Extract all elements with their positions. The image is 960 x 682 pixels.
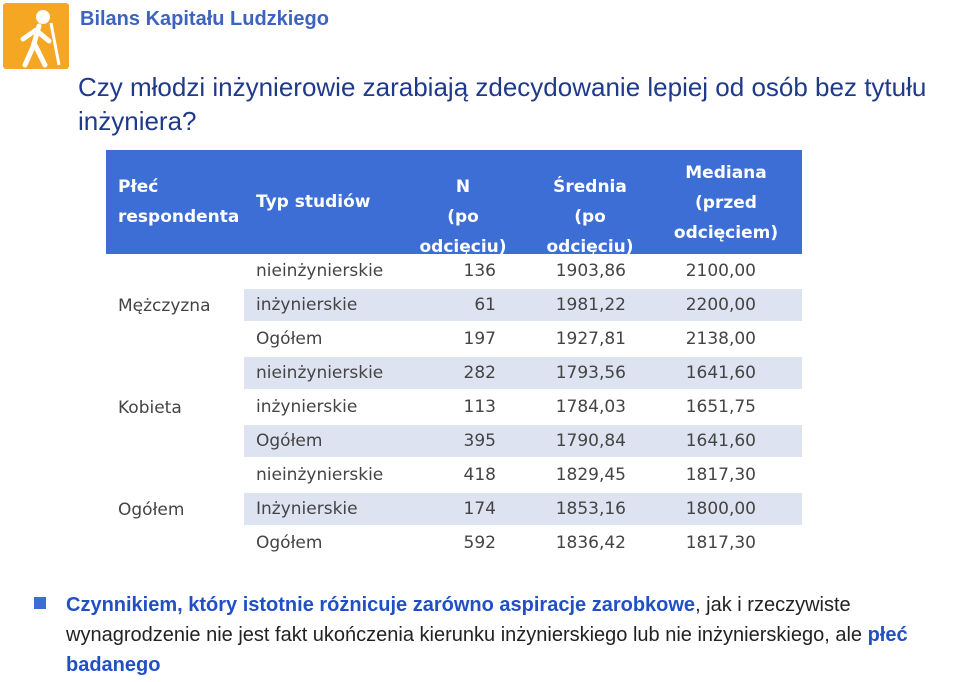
header-gender: Płeć respondenta (118, 172, 239, 232)
cell-type: inżynierskie (256, 397, 358, 417)
note-highlight-1: Czynnikiem, który istotnie różnicuje zar… (66, 594, 696, 616)
cell-average: 1836,42 (555, 533, 626, 553)
note-text: , jak i rzeczywiste wynagrodzenie nie je… (66, 594, 868, 646)
cell-type: nieinżynierskie (256, 363, 384, 383)
table-row: nieinżynierskie 418 1829,45 1817,30 (244, 459, 802, 491)
slide-title: Czy młodzi inżynierowie zarabiają zdecyd… (78, 72, 927, 136)
cell-n: 136 (463, 261, 496, 281)
cell-median: 1817,30 (685, 533, 756, 553)
table-row: Ogółem 395 1790,84 1641,60 (244, 425, 802, 457)
cell-median: 1641,60 (685, 431, 756, 451)
cell-type: Ogółem (256, 431, 323, 451)
cell-median: 1800,00 (685, 499, 756, 519)
table-row: Inżynierskie 174 1853,16 1800,00 (244, 493, 802, 525)
header-n-line2: (po odcięciu) (419, 207, 507, 257)
cell-median: 2200,00 (685, 295, 756, 315)
cell-type: nieinżynierskie (256, 261, 384, 281)
cell-type: inżynierskie (256, 295, 358, 315)
cell-n: 395 (463, 431, 496, 451)
cell-average: 1793,56 (555, 363, 626, 383)
cell-median: 2100,00 (685, 261, 756, 281)
table-row: inżynierskie 113 1784,03 1651,75 (244, 391, 802, 423)
header-median-line3: odcięciem) (673, 223, 779, 243)
cell-n: 197 (463, 329, 496, 349)
header-average-line1: Średnia (553, 177, 627, 197)
table-header: Płeć respondenta Typ studiów N (po odcię… (106, 150, 802, 257)
table-row: Ogółem 197 1927,81 2138,00 (244, 323, 802, 355)
cell-n: 592 (463, 533, 496, 553)
header-median-line1: Mediana (685, 163, 767, 183)
header-n: N (po odcięciu) (404, 172, 522, 262)
table-row: inżynierskie 61 1981,22 2200,00 (244, 289, 802, 321)
table-row: Ogółem 592 1836,42 1817,30 (244, 527, 802, 559)
cell-average: 1927,81 (555, 329, 626, 349)
cell-median: 1651,75 (685, 397, 756, 417)
cell-n: 113 (463, 397, 496, 417)
cell-type: nieinżynierskie (256, 465, 384, 485)
logo-walking-person-icon (3, 3, 69, 69)
group-label: Kobieta (118, 397, 182, 418)
salary-table: Płeć respondenta Typ studiów N (po odcię… (106, 150, 802, 560)
group-label: Mężczyzna (118, 295, 211, 316)
cell-n: 174 (463, 499, 496, 519)
cell-median: 1817,30 (685, 465, 756, 485)
cell-average: 1981,22 (555, 295, 626, 315)
cell-average: 1829,45 (555, 465, 626, 485)
header-gender-line1: Płeć (118, 177, 159, 197)
cell-median: 1641,60 (685, 363, 756, 383)
cell-n: 418 (463, 465, 496, 485)
group-men: Mężczyzna nieinżynierskie 136 1903,86 21… (106, 254, 802, 356)
header-type: Typ studiów (256, 192, 371, 212)
group-women: Kobieta nieinżynierskie 282 1793,56 1641… (106, 356, 802, 458)
cell-median: 2138,00 (685, 329, 756, 349)
cell-n: 61 (474, 295, 496, 315)
header-average: Średnia (po odcięciu) (530, 172, 650, 262)
group-label: Ogółem (118, 499, 185, 520)
cell-type: Inżynierskie (256, 499, 358, 519)
note-highlight-2: płeć badanego (66, 624, 908, 676)
cell-n: 282 (463, 363, 496, 383)
cell-type: Ogółem (256, 533, 323, 553)
cell-average: 1790,84 (555, 431, 626, 451)
table-row: nieinżynierskie 136 1903,86 2100,00 (244, 255, 802, 287)
group-total: Ogółem nieinżynierskie 418 1829,45 1817,… (106, 458, 802, 560)
conclusion-note: Czynnikiem, który istotnie różnicuje zar… (66, 590, 946, 680)
table-row: nieinżynierskie 282 1793,56 1641,60 (244, 357, 802, 389)
header-median: Mediana (przed odcięciem) (666, 158, 786, 248)
header-average-line2: (po odcięciu) (546, 207, 634, 257)
header-gender-line2: respondenta (118, 207, 240, 227)
cell-average: 1784,03 (555, 397, 626, 417)
square-bullet-icon (34, 597, 46, 609)
header-median-line2: (przed (695, 193, 757, 213)
brand-name: Bilans Kapitału Ludzkiego (80, 8, 329, 30)
cell-average: 1853,16 (555, 499, 626, 519)
cell-type: Ogółem (256, 329, 323, 349)
cell-average: 1903,86 (555, 261, 626, 281)
header-n-line1: N (455, 177, 471, 197)
